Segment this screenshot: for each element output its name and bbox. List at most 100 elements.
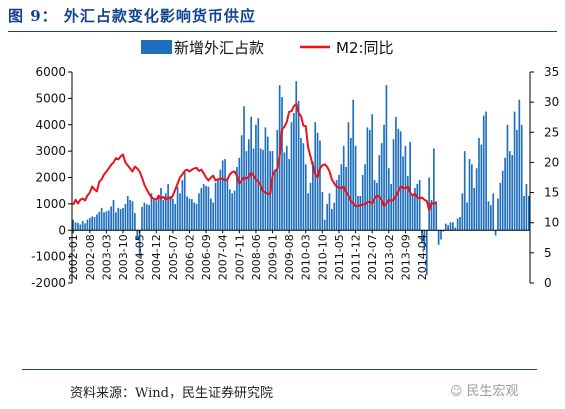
bar	[321, 192, 324, 231]
figure-title: 图 9： 外汇占款变化影响货币供应	[8, 3, 557, 32]
bar	[378, 155, 381, 231]
bar	[340, 164, 343, 231]
bar	[122, 207, 124, 231]
watermark-text: 民生宏观	[466, 384, 519, 399]
x-tick-label: 2013-09	[399, 234, 412, 280]
x-tick-label: 2009-01	[267, 234, 280, 280]
source-divider	[22, 369, 537, 370]
bar	[368, 130, 371, 231]
bar	[91, 216, 93, 231]
x-tick-label: 2007-04	[217, 234, 230, 280]
bar	[323, 219, 326, 231]
bar	[425, 230, 428, 276]
bar	[264, 127, 267, 231]
bar	[371, 114, 374, 231]
bar	[480, 144, 483, 231]
left-tick-label: 0	[58, 223, 66, 237]
bar	[459, 217, 461, 231]
bar	[352, 99, 355, 231]
bar	[88, 218, 91, 231]
bar	[361, 174, 364, 231]
bar	[72, 219, 75, 231]
bar	[217, 180, 219, 231]
bar	[238, 157, 241, 231]
x-tick-label: 2010-03	[300, 234, 313, 280]
legend-bar-swatch	[141, 40, 172, 54]
bar	[188, 198, 191, 231]
bar	[435, 201, 438, 231]
bar	[376, 182, 378, 231]
bar	[112, 199, 115, 231]
x-tick-label: 2007-11	[233, 234, 246, 280]
bar	[228, 189, 231, 231]
bar	[169, 195, 172, 231]
bar	[442, 230, 445, 232]
bar	[252, 148, 255, 231]
bar	[231, 193, 234, 231]
bar	[492, 193, 495, 231]
bar	[373, 180, 376, 231]
x-tick-label: 2012-07	[366, 234, 379, 280]
bar	[518, 99, 521, 231]
bar	[390, 184, 393, 231]
bar	[79, 224, 82, 231]
chart: 新增外汇占款 M2:同比 2002-01 2002-08 2003-03 2003-1…	[31, 39, 559, 290]
bar	[174, 203, 177, 231]
bar	[138, 230, 141, 257]
bar	[392, 139, 395, 231]
right-tick-label: 0	[544, 276, 552, 290]
left-tick-label: 1000	[35, 197, 66, 211]
bar	[148, 204, 150, 231]
bar	[271, 151, 274, 231]
bar	[107, 210, 110, 231]
bar	[312, 161, 314, 231]
bar	[124, 203, 127, 231]
bar	[331, 209, 333, 231]
bar	[314, 122, 317, 231]
bar	[119, 209, 122, 231]
bar	[191, 199, 193, 231]
bar	[523, 195, 525, 231]
bar	[508, 151, 511, 231]
bar	[155, 201, 158, 231]
bar	[274, 169, 276, 231]
bar	[186, 196, 188, 231]
bar	[309, 182, 312, 231]
legend: 新增外汇占款 M2:同比	[141, 39, 394, 57]
bar	[475, 168, 478, 231]
bar	[304, 164, 307, 231]
bar	[214, 182, 217, 231]
x-tick-label: 2011-05	[333, 234, 346, 280]
bar	[110, 206, 112, 231]
bar	[134, 213, 136, 231]
x-tick-label: 2011-12	[350, 234, 363, 280]
bar	[485, 111, 487, 231]
bar	[167, 184, 169, 231]
bar	[411, 194, 414, 231]
bar	[93, 217, 96, 231]
bar	[205, 185, 207, 231]
bar	[96, 214, 98, 231]
bar	[172, 198, 174, 231]
bar	[283, 152, 286, 231]
bar	[430, 199, 433, 231]
bar	[179, 193, 181, 231]
bar	[357, 195, 359, 231]
right-tick-label: 35	[544, 65, 559, 79]
bar	[198, 193, 200, 231]
bar	[525, 184, 528, 231]
bar	[494, 230, 497, 236]
bar	[103, 212, 105, 231]
bar	[437, 230, 440, 245]
bar	[406, 176, 409, 231]
bar	[202, 184, 205, 231]
bar	[77, 222, 79, 231]
bar	[181, 180, 184, 231]
bar	[359, 195, 362, 231]
bar	[487, 201, 490, 231]
bar	[506, 124, 509, 231]
left-tick-label: 2000	[35, 171, 66, 185]
bar	[463, 151, 466, 231]
bar	[195, 203, 198, 231]
bar	[511, 155, 514, 231]
